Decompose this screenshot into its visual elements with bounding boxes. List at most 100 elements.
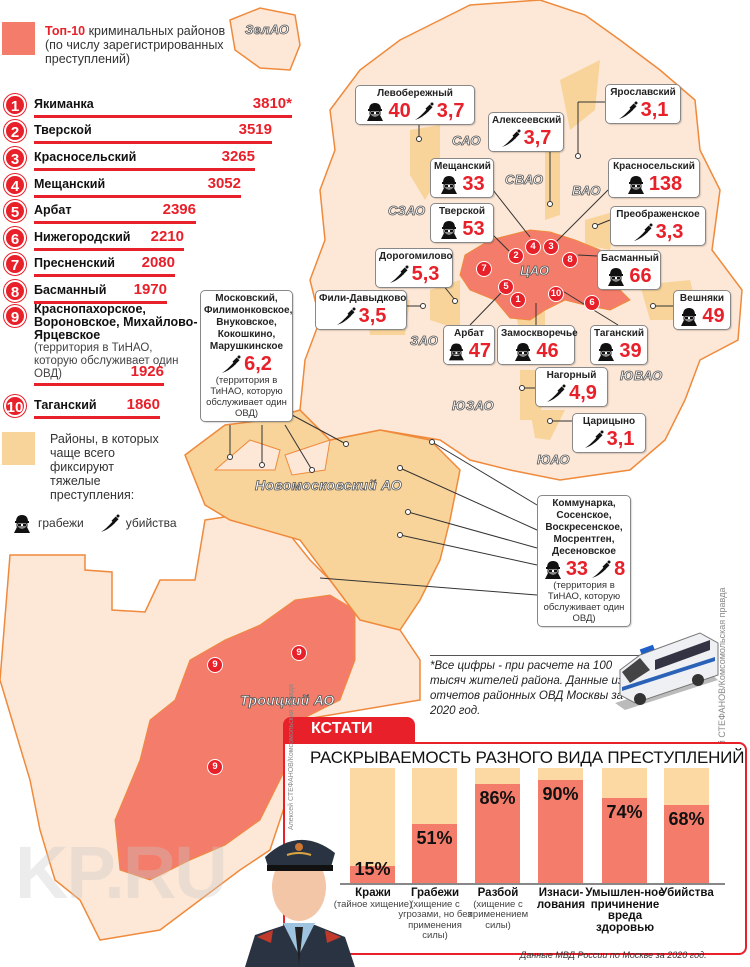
knife-icon — [618, 100, 638, 120]
crime-count-bar — [34, 248, 184, 251]
murder-rate: 3,1 — [606, 428, 635, 450]
bar-category-label: Изнаси-лования — [521, 887, 601, 911]
callout-district-name: Нагорный — [546, 370, 597, 381]
callout-values: 138 — [612, 173, 696, 195]
chart-baseline — [340, 883, 725, 885]
bar-background: 74% — [602, 768, 647, 883]
rank-marker: 9 — [207, 759, 223, 775]
callout-district-name: Мещанский — [434, 161, 491, 172]
robber-icon — [439, 219, 459, 239]
top10-highlight: Топ-10 — [45, 24, 86, 38]
callout-values: 3,7 — [492, 127, 560, 149]
robbery-rate: 138 — [648, 173, 683, 195]
callout-district-name: Московский, Филимонковское, Внуковское, … — [204, 293, 293, 352]
district-name-text: Мещанский — [34, 177, 106, 191]
callout-values: 47 — [447, 340, 491, 362]
chart-source: Данные МВД России по Москве за 2020 год. — [520, 950, 707, 960]
zelao-region — [229, 7, 301, 71]
crime-count: 1926 — [130, 363, 164, 380]
category-note: (тайное хищение) — [333, 898, 413, 910]
callout-note: (территория в ТиНАО, которую обслуживает… — [543, 580, 625, 624]
kp-watermark: KP.RU — [15, 831, 228, 914]
callout-values: 3,1 — [576, 428, 642, 450]
rank-marker: 1 — [510, 292, 526, 308]
callout-values: 33 — [434, 173, 490, 195]
area-label-sao: САО — [452, 133, 481, 149]
callout-veshnyaki: Вешняки 49 — [673, 290, 731, 330]
callout-district-name: Алексеевский — [492, 115, 562, 126]
callout-district-name: Преображенское — [616, 209, 700, 220]
police-van-illustration — [615, 632, 719, 710]
area-label-troitsky: Троицкий АО — [240, 692, 335, 709]
callout-tsaritsyno: Царицыно 3,1 — [572, 413, 646, 453]
robber-icon — [626, 174, 646, 194]
knife-icon — [633, 222, 653, 242]
chart-title: РАСКРЫВАЕМОСТЬ РАЗНОГО ВИДА ПРЕСТУПЛЕНИЙ — [310, 748, 745, 767]
knife-icon — [336, 306, 356, 326]
rank-badge: 6 — [4, 227, 26, 249]
robber-icon — [447, 341, 466, 361]
category-name: Убийства — [660, 887, 714, 899]
callout-values: 49 — [677, 305, 727, 327]
callout-tverskoy: Тверской 53 — [430, 203, 494, 243]
callout-krasnoselsky: Красносельский 138 — [608, 158, 700, 198]
callout-values: 4,9 — [539, 382, 604, 404]
callout-meshchansky: Мещанский 33 — [430, 158, 494, 198]
bar-category-label: Убийства — [647, 887, 727, 900]
callout-values: 6,2 — [204, 353, 289, 375]
crime-count-bar — [34, 274, 175, 277]
bar-background: 68% — [664, 768, 709, 883]
category-name: Разбой — [477, 887, 519, 899]
callout-district-name: Красносельский — [613, 161, 695, 172]
callout-note: (территория в ТиНАО, которую обслуживает… — [206, 375, 287, 419]
rank-marker: 6 — [584, 295, 600, 311]
rank-badge: 2 — [4, 120, 26, 142]
callout-district-name: Басманный — [601, 253, 659, 264]
crime-count: 3052 — [207, 175, 241, 192]
category-name: Грабежи — [410, 887, 460, 899]
callout-kommunarka: Коммунарка, Сосенское, Воскресенское, Мо… — [537, 495, 631, 627]
rank-badge: 9 — [4, 305, 26, 327]
callout-district-name: Дорогомилово — [379, 251, 453, 262]
area-label-szao: СЗАО — [388, 203, 426, 219]
area-label-zao: ЗАО — [410, 333, 439, 349]
crime-count: 2396 — [162, 201, 196, 218]
bar-solved — [475, 784, 520, 883]
crime-count: 3265 — [221, 148, 255, 165]
callout-arbat: Арбат 47 — [443, 325, 495, 365]
knife-icon — [591, 559, 611, 579]
rank-badge: 10 — [4, 395, 26, 417]
bar-solved — [350, 865, 395, 883]
robber-icon — [513, 341, 533, 361]
knife-icon — [100, 513, 120, 533]
bar-value-label: 15% — [354, 859, 391, 879]
rank-marker: 2 — [508, 248, 524, 264]
callout-preobrazhenskoye: Преображенское 3,3 — [610, 206, 706, 246]
bar-value-label: 86% — [479, 788, 516, 809]
callout-district-name: Коммунарка, Сосенское, Воскресенское, Мо… — [545, 498, 623, 557]
murder-rate: 3,7 — [436, 100, 465, 122]
district-name: Краснопахорское, Вороновское, Михайлово-… — [34, 303, 204, 381]
heavy-crime-legend: Районы, в которых чаще всего фиксируют т… — [50, 432, 159, 502]
murder-legend-label: убийства — [125, 516, 177, 530]
robbery-rate: 49 — [702, 305, 725, 327]
robber-icon — [12, 513, 32, 533]
area-label-yuao: ЮАО — [537, 452, 570, 468]
callout-district-name: Ярославский — [610, 87, 676, 98]
robbery-rate: 47 — [468, 340, 491, 362]
troitsky-top10 — [114, 594, 356, 881]
rank-marker: 5 — [498, 279, 514, 295]
bar-category-label: Умышлен-ное причинение вреда здоровью — [585, 887, 665, 934]
crime-count-bar — [34, 168, 255, 171]
area-label-zelao: ЗелАО — [245, 22, 290, 38]
bar-solved — [602, 797, 647, 883]
area-label-cao: ЦАО — [520, 263, 550, 279]
crime-count: 2210 — [150, 228, 184, 245]
bar-category-label: Разбой (хищение с применением силы) — [458, 887, 538, 931]
rank-badge: 8 — [4, 280, 26, 302]
rank-badge: 4 — [4, 174, 26, 196]
callout-district-name: Царицыно — [582, 416, 636, 427]
bar-solved — [538, 779, 583, 883]
knife-icon — [389, 264, 409, 284]
category-name: Умышлен-ное причинение вреда здоровью — [585, 887, 665, 934]
